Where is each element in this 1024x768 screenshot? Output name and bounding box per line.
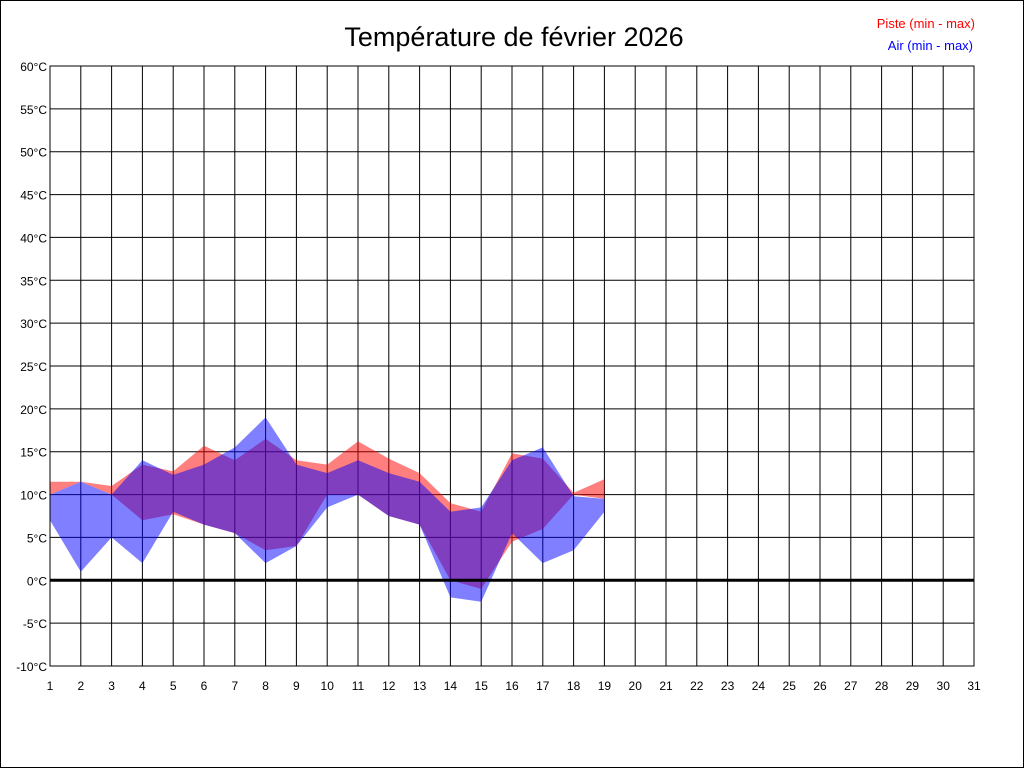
y-tick-label: -10°C [16,660,47,674]
x-tick-label: 3 [108,679,115,693]
x-tick-label: 25 [783,679,797,693]
plot-frame [49,65,975,667]
y-tick-label: 60°C [20,60,47,74]
y-tick-label: 40°C [20,231,47,245]
x-tick-label: 22 [690,679,704,693]
legend-air: Air (min - max) [888,38,973,53]
y-tick-label: 20°C [20,403,47,417]
y-tick-label: 0°C [27,574,47,588]
x-tick-label: 30 [937,679,951,693]
x-tick-label: 16 [505,679,519,693]
air-range-area [50,417,605,602]
y-tick-label: 55°C [20,103,47,117]
x-tick-label: 26 [813,679,827,693]
x-tick-label: 28 [875,679,889,693]
x-tick-label: 20 [629,679,643,693]
y-tick-label: 30°C [20,317,47,331]
y-tick-label: 35°C [20,274,47,288]
x-tick-labels: 1 2 3 4 5 6 7 8 9 10 11 12 13 14 15 16 17 18 19 20 21 22 23 24 2… [47,679,981,693]
grid-lines [49,65,975,667]
x-tick-label: 6 [201,679,208,693]
x-tick-label: 11 [352,679,365,693]
y-tick-label: -5°C [23,617,47,631]
y-tick-label: 25°C [20,360,47,374]
axes [49,65,975,667]
x-tick-label: 31 [967,679,981,693]
x-tick-label: 13 [413,679,427,693]
x-tick-label: 23 [721,679,735,693]
x-tick-label: 29 [906,679,920,693]
chart-title: Température de février 2026 [344,22,683,52]
x-tick-label: 1 [47,679,54,693]
x-tick-label: 10 [321,679,335,693]
x-tick-label: 27 [844,679,858,693]
y-tick-label: 45°C [20,189,47,203]
y-tick-label: 15°C [20,446,47,460]
x-tick-label: 4 [139,679,146,693]
x-tick-label: 17 [536,679,550,693]
x-tick-label: 9 [293,679,300,693]
x-tick-label: 19 [598,679,612,693]
y-tick-label: 5°C [27,531,47,545]
x-tick-label: 12 [382,679,396,693]
legend-piste: Piste (min - max) [877,16,975,31]
x-tick-label: 15 [475,679,489,693]
x-tick-label: 14 [444,679,458,693]
y-tick-labels: 60°C 55°C 50°C 45°C 40°C 35°C 30°C 25°C 20°C 15°C… [16,60,47,674]
x-tick-label: 5 [170,679,177,693]
plot-areas [50,417,605,602]
x-tick-label: 2 [77,679,84,693]
x-tick-label: 8 [262,679,269,693]
y-tick-label: 10°C [20,489,47,503]
x-tick-label: 18 [567,679,581,693]
x-tick-label: 7 [231,679,238,693]
y-tick-label: 50°C [20,146,47,160]
x-tick-label: 24 [752,679,766,693]
x-tick-label: 21 [659,679,673,693]
